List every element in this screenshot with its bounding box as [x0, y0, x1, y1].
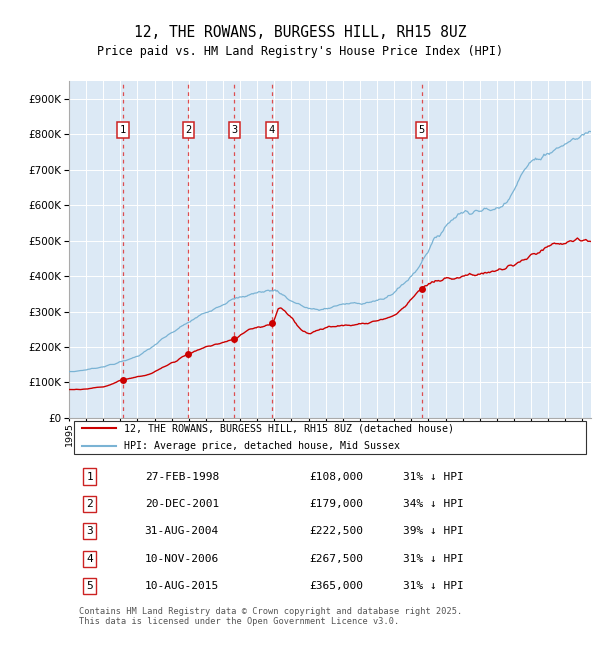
- Text: HPI: Average price, detached house, Mid Sussex: HPI: Average price, detached house, Mid …: [124, 441, 400, 451]
- Text: 4: 4: [269, 125, 275, 135]
- Text: 31-AUG-2004: 31-AUG-2004: [145, 526, 219, 536]
- Text: £365,000: £365,000: [309, 581, 363, 591]
- Text: 1: 1: [86, 471, 93, 482]
- Text: 12, THE ROWANS, BURGESS HILL, RH15 8UZ: 12, THE ROWANS, BURGESS HILL, RH15 8UZ: [134, 25, 466, 40]
- Text: 10-AUG-2015: 10-AUG-2015: [145, 581, 219, 591]
- Text: 3: 3: [86, 526, 93, 536]
- Text: 31% ↓ HPI: 31% ↓ HPI: [403, 554, 464, 564]
- Bar: [74, 421, 586, 454]
- Text: 31% ↓ HPI: 31% ↓ HPI: [403, 471, 464, 482]
- Text: 31% ↓ HPI: 31% ↓ HPI: [403, 581, 464, 591]
- Text: 27-FEB-1998: 27-FEB-1998: [145, 471, 219, 482]
- Text: 39% ↓ HPI: 39% ↓ HPI: [403, 526, 464, 536]
- Text: 34% ↓ HPI: 34% ↓ HPI: [403, 499, 464, 509]
- Text: £179,000: £179,000: [309, 499, 363, 509]
- Text: 5: 5: [86, 581, 93, 591]
- Text: £267,500: £267,500: [309, 554, 363, 564]
- Text: 10-NOV-2006: 10-NOV-2006: [145, 554, 219, 564]
- Text: 1: 1: [120, 125, 126, 135]
- Text: 2: 2: [86, 499, 93, 509]
- Text: 4: 4: [86, 554, 93, 564]
- Text: 20-DEC-2001: 20-DEC-2001: [145, 499, 219, 509]
- Text: 3: 3: [232, 125, 238, 135]
- Text: Contains HM Land Registry data © Crown copyright and database right 2025.
This d: Contains HM Land Registry data © Crown c…: [79, 607, 463, 627]
- Text: 2: 2: [185, 125, 191, 135]
- Text: 12, THE ROWANS, BURGESS HILL, RH15 8UZ (detached house): 12, THE ROWANS, BURGESS HILL, RH15 8UZ (…: [124, 423, 454, 434]
- Text: 5: 5: [419, 125, 425, 135]
- Text: £222,500: £222,500: [309, 526, 363, 536]
- Text: £108,000: £108,000: [309, 471, 363, 482]
- Text: Price paid vs. HM Land Registry's House Price Index (HPI): Price paid vs. HM Land Registry's House …: [97, 46, 503, 58]
